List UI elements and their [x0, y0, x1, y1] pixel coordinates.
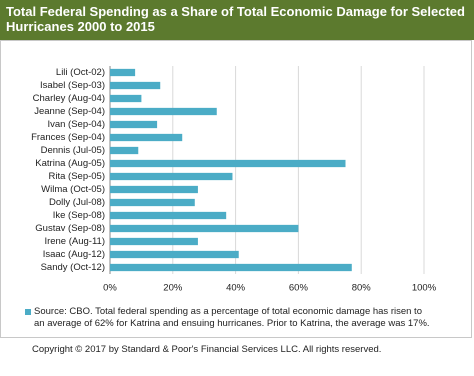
y-tick-label: Isaac (Aug-12)	[43, 249, 105, 260]
y-tick-label: Ivan (Sep-04)	[47, 119, 105, 130]
bar	[110, 107, 217, 116]
legend-swatch	[25, 309, 31, 315]
x-tick-label: 40%	[226, 283, 246, 294]
y-tick-label: Sandy (Oct-12)	[41, 262, 105, 273]
y-tick-label: Dennis (Jul-05)	[41, 145, 105, 156]
bar	[110, 237, 198, 246]
y-tick-label: Isabel (Sep-03)	[40, 80, 105, 91]
y-tick-label: Charley (Aug-04)	[33, 93, 105, 104]
y-tick-label: Gustav (Sep-08)	[35, 223, 105, 234]
x-tick-label: 60%	[289, 283, 309, 294]
y-tick-label: Dolly (Jul-08)	[49, 197, 105, 208]
chart-frame	[0, 40, 472, 338]
legend: Source: CBO. Total federal spending as a…	[25, 306, 434, 330]
y-tick-label: Wilma (Oct-05)	[41, 184, 105, 195]
copyright: Copyright © 2017 by Standard & Poor's Fi…	[32, 344, 382, 355]
x-tick-label: 80%	[352, 283, 372, 294]
bar	[110, 250, 239, 259]
bar	[110, 224, 299, 233]
bar	[110, 159, 346, 168]
x-tick-label: 0%	[103, 283, 117, 294]
bar	[110, 185, 198, 194]
y-tick-label: Katrina (Aug-05)	[35, 158, 105, 169]
x-tick-label: 100%	[412, 283, 437, 294]
bar	[110, 94, 142, 103]
y-tick-label: Irene (Aug-11)	[44, 236, 105, 247]
bar	[110, 81, 161, 90]
bar	[110, 198, 195, 207]
bar	[110, 211, 227, 220]
y-tick-label: Jeanne (Sep-04)	[34, 106, 105, 117]
bar	[110, 263, 352, 272]
y-tick-label: Lili (Oct-02)	[56, 67, 105, 78]
bar	[110, 133, 183, 142]
y-tick-label: Frances (Sep-04)	[31, 132, 105, 143]
chart: 0% 20% 40% 60% 80% 100% Lili (Oct-02) Isabel (S…	[31, 66, 437, 294]
chart-title: Total Federal Spending as a Share of Tot…	[0, 0, 474, 40]
legend-label: Source: CBO. Total federal spending as a…	[34, 306, 430, 329]
bar	[110, 68, 136, 77]
y-tick-label: Ike (Sep-08)	[53, 210, 105, 221]
y-tick-label: Rita (Sep-05)	[49, 171, 106, 182]
bar	[110, 120, 158, 129]
bar	[110, 172, 233, 181]
bar	[110, 146, 139, 155]
x-tick-label: 20%	[163, 283, 183, 294]
